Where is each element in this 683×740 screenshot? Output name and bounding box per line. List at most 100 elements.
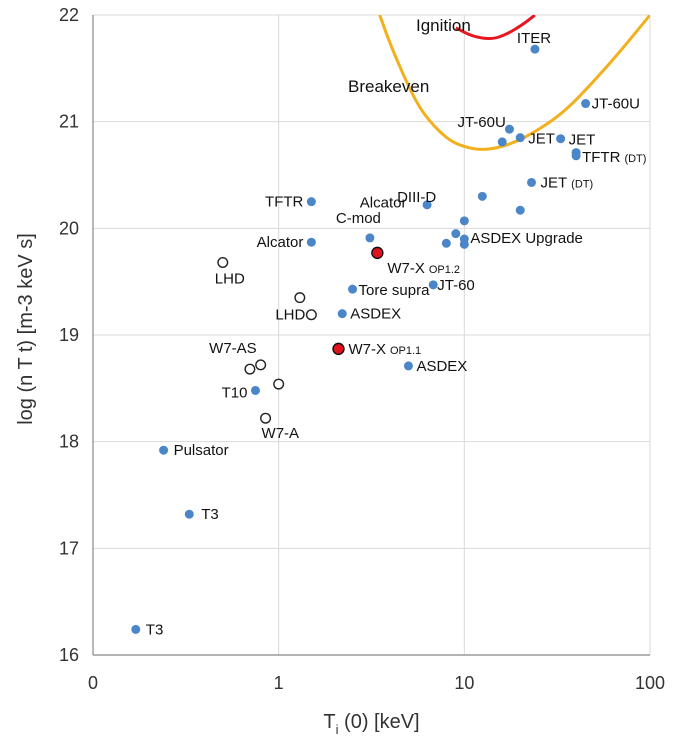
point-label-text: JT-60U — [457, 114, 505, 131]
point-label-text: ASDEX Upgrade — [470, 230, 583, 247]
y-tick-label: 19 — [59, 325, 79, 345]
data-point-open — [255, 359, 267, 371]
point-label-text: JET — [528, 131, 555, 148]
x-axis-title-sub: i — [336, 722, 339, 737]
point-label-text: W7-X — [387, 260, 425, 277]
point-label: JET — [569, 132, 596, 149]
data-points — [131, 44, 591, 634]
point-label: Tore supra — [359, 282, 431, 299]
extra-label: Alcator — [360, 195, 407, 212]
data-point-w7x — [371, 246, 384, 260]
data-point — [504, 124, 514, 134]
point-label: W7-A — [262, 425, 300, 442]
point-label: JT-60U — [457, 114, 505, 131]
point-label-text: ASDEX — [350, 306, 401, 323]
curves — [378, 15, 650, 151]
point-label-text: JET — [540, 174, 567, 191]
point-label-text: T3 — [201, 506, 219, 523]
point-label-text: T10 — [222, 384, 248, 401]
grid — [92, 14, 651, 656]
point-label-text: TFTR — [582, 149, 620, 166]
data-point-w7x — [332, 342, 345, 356]
x-tick-label: 100 — [635, 673, 665, 693]
data-point — [515, 133, 525, 143]
y-tick-label: 18 — [59, 432, 79, 452]
point-label-text: Tore supra — [359, 282, 431, 299]
data-point — [497, 137, 507, 147]
data-point — [477, 191, 487, 201]
data-point-open — [294, 292, 306, 304]
point-label: LHD — [275, 307, 305, 324]
data-point — [459, 216, 469, 226]
point-label: W7-X OP1.1 — [348, 341, 421, 358]
point-label-text: Alcator — [257, 234, 304, 251]
point-label: W7-X OP1.2 — [387, 260, 460, 277]
point-label-text: JT-60U — [592, 96, 640, 113]
data-point — [250, 385, 260, 395]
y-tick-label: 22 — [59, 5, 79, 25]
data-point — [515, 205, 525, 215]
point-label: JT-60U — [592, 96, 640, 113]
data-point-open — [244, 363, 256, 375]
point-label: JET — [528, 131, 555, 148]
data-point — [441, 238, 451, 248]
point-label-text: W7-X — [348, 341, 386, 358]
data-point — [526, 177, 536, 187]
point-label-text: W7-A — [262, 425, 300, 442]
data-point — [337, 309, 347, 319]
y-tick-label: 16 — [59, 645, 79, 665]
point-label: T3 — [146, 621, 164, 638]
point-label: T10 — [222, 384, 248, 401]
point-label: LHD — [215, 270, 245, 287]
point-label: T3 — [201, 506, 219, 523]
x-tick-label: 1 — [274, 673, 284, 693]
point-label-text: ASDEX — [416, 358, 467, 375]
breakeven-curve-label: Breakeven — [348, 77, 429, 96]
data-point — [184, 509, 194, 519]
data-point-open — [305, 309, 317, 321]
data-point-open — [260, 412, 272, 424]
data-point — [428, 280, 438, 290]
breakeven-curve — [378, 15, 650, 151]
data-point — [131, 624, 141, 634]
data-point — [159, 445, 169, 455]
ignition-curve — [455, 15, 536, 41]
point-label-sub: OP1.2 — [429, 264, 460, 276]
point-label-sub: (DT) — [624, 153, 646, 165]
data-point — [451, 229, 461, 239]
point-label-text: JET — [569, 132, 596, 149]
point-labels: Breakeven Ignition T3 T3 Pulsator T10 W7-A W7-A… — [146, 16, 647, 638]
point-label-sub: (DT) — [571, 178, 593, 190]
data-point — [403, 361, 413, 371]
point-label: W7-AS — [209, 340, 257, 357]
y-axis-title: log (n T t) [m-3 keV s] — [15, 233, 37, 425]
point-label: ASDEX Upgrade — [470, 230, 583, 247]
point-label-text: C-mod — [336, 210, 381, 227]
point-label-text: Pulsator — [174, 442, 229, 459]
point-label: TFTR — [265, 194, 303, 211]
point-label-text: W7-AS — [209, 340, 257, 357]
ignition-curve-label: Ignition — [416, 16, 471, 35]
point-label-text: LHD — [275, 307, 305, 324]
point-label-text: ITER — [517, 30, 551, 47]
y-tick-label: 20 — [59, 218, 79, 238]
point-label: Alcator — [257, 234, 304, 251]
data-point-open — [273, 378, 285, 390]
data-point — [571, 151, 581, 161]
x-axis-title-main: T — [323, 711, 335, 733]
point-label-text: T3 — [146, 621, 164, 638]
data-point — [581, 99, 591, 109]
data-point — [306, 237, 316, 247]
data-point — [530, 44, 540, 54]
point-label-text: LHD — [215, 270, 245, 287]
x-axis-title-rest: (0) [keV] — [338, 711, 419, 733]
point-label: JT-60 — [437, 277, 475, 294]
point-label: ASDEX — [350, 306, 401, 323]
x-tick-label: 10 — [454, 673, 474, 693]
point-label: TFTR (DT) — [582, 149, 646, 166]
data-point — [348, 284, 358, 294]
point-label-text: DIII-D — [397, 189, 436, 206]
y-tick-label: 17 — [59, 538, 79, 558]
data-point — [556, 134, 566, 144]
